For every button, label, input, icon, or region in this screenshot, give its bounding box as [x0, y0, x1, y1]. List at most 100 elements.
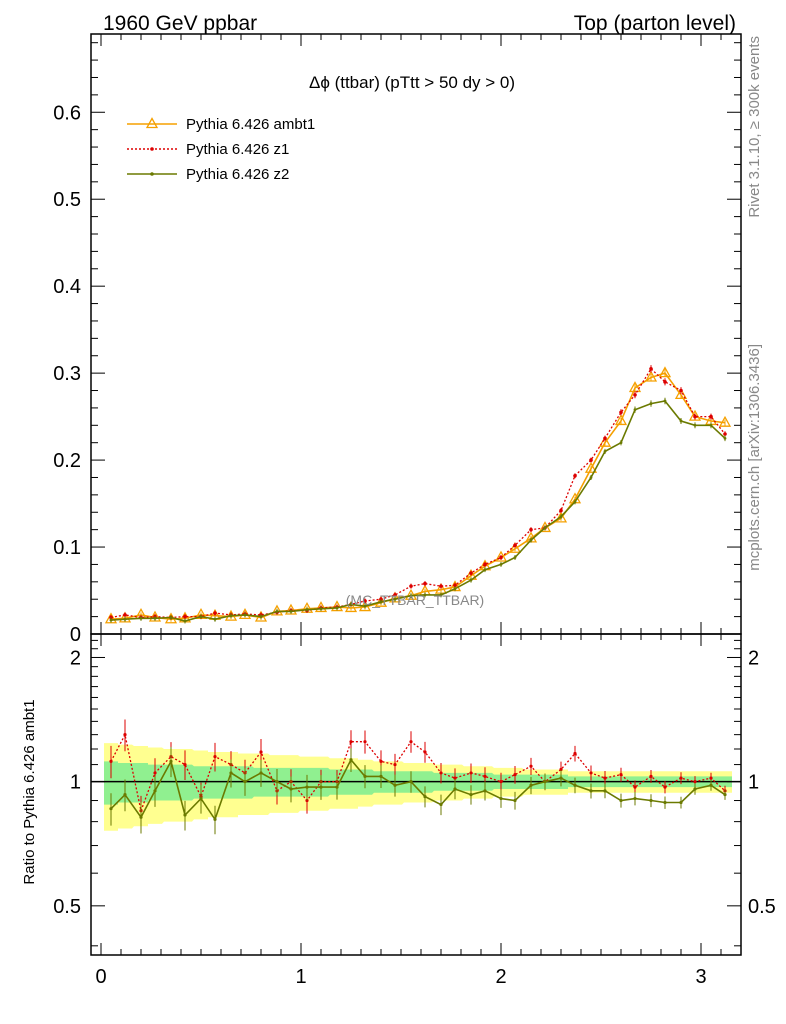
mcplots-reference: mcplots.cern.ch [arXiv:1306.3436] [746, 344, 763, 571]
data-point [183, 619, 187, 623]
ratio-point [393, 783, 397, 787]
ratio-point [559, 767, 563, 772]
x-tick-label: 1 [295, 966, 306, 988]
ratio-plot-frame [90, 633, 742, 956]
ratio-point [589, 789, 593, 793]
legend-marker [150, 147, 154, 151]
ratio-point [469, 771, 473, 775]
data-point [573, 473, 577, 478]
y-tick-label: 0.3 [53, 363, 81, 385]
data-point [619, 441, 623, 445]
y-tick-label: 0.6 [53, 102, 81, 124]
ratio-point [603, 789, 607, 793]
ratio-series-z2 [109, 746, 727, 835]
ratio-point [259, 750, 263, 754]
ratio-point [153, 789, 157, 793]
data-point [688, 409, 702, 421]
ratio-point [619, 798, 623, 803]
data-point [305, 608, 309, 612]
ratio-point [379, 759, 383, 763]
data-point [513, 543, 517, 548]
data-point [529, 538, 533, 542]
data-point [229, 614, 233, 618]
data-point [649, 402, 653, 405]
series-z1 [109, 365, 727, 620]
x-tick-label: 3 [695, 966, 706, 988]
ratio-point [183, 762, 187, 767]
legend-label: Pythia 6.426 ambt1 [186, 116, 315, 133]
ratio-point [349, 758, 353, 762]
ratio-point [199, 796, 203, 801]
ratio-point [483, 789, 487, 793]
ratio-point [453, 776, 457, 780]
data-point [363, 604, 367, 608]
data-point [423, 593, 427, 597]
data-point [508, 541, 522, 553]
ratio-point [709, 783, 713, 787]
ratio-point [663, 785, 667, 789]
ratio-point [213, 755, 217, 759]
data-point [314, 601, 328, 613]
data-point [388, 591, 402, 603]
data-point [573, 500, 577, 504]
legend-label: Pythia 6.426 z2 [186, 166, 289, 183]
data-point [709, 423, 713, 427]
data-point [483, 562, 487, 567]
ratio-point [693, 787, 697, 791]
data-point [559, 515, 563, 519]
ratio-point [603, 776, 607, 780]
ratio-plot-panel: 0 1 2 3 0.5 0.5 1 1 2 2 [53, 633, 776, 988]
ratio-point [663, 800, 667, 805]
ratio-point [633, 785, 637, 789]
legend-label: Pythia 6.426 z1 [186, 141, 289, 158]
ratio-point [393, 762, 397, 767]
legend-marker [150, 172, 154, 176]
data-point [349, 603, 353, 606]
data-point [275, 609, 279, 613]
y-tick-label: 0.1 [53, 537, 81, 559]
data-point [718, 415, 732, 427]
data-point [379, 597, 383, 602]
data-point [123, 613, 127, 617]
ratio-point [409, 740, 413, 744]
ratio-point [709, 776, 713, 780]
data-point [109, 615, 113, 620]
data-point [439, 584, 443, 588]
ratio-point [349, 740, 353, 744]
data-point [679, 388, 683, 393]
ratio-point [453, 787, 457, 791]
ratio-point [679, 800, 683, 805]
ratio-point [243, 780, 247, 784]
data-point [393, 593, 397, 597]
data-point [453, 587, 457, 591]
x-tick-label: 0 [95, 966, 106, 988]
series-z2 [109, 397, 727, 624]
ratio-point [363, 774, 367, 778]
data-point [658, 366, 672, 378]
ratio-y-tick-label-right: 1 [748, 772, 759, 794]
data-point [330, 600, 344, 612]
ratio-point [275, 780, 279, 784]
ratio-point [499, 780, 503, 784]
data-point [723, 436, 727, 440]
data-point [439, 593, 443, 597]
ratio-point [259, 771, 263, 775]
y-tick-label: 0.4 [53, 276, 81, 298]
data-point [344, 601, 358, 613]
rivet-version-note: Rivet 3.1.10, ≥ 300k events [746, 36, 763, 218]
data-point [633, 408, 637, 412]
ratio-point [649, 774, 653, 778]
data-point [199, 615, 203, 619]
ratio-point [529, 783, 533, 787]
ratio-point [123, 793, 127, 797]
ratio-point [573, 751, 577, 756]
ratio-point [213, 817, 217, 822]
ratio-point [679, 776, 683, 780]
ratio-point [379, 774, 383, 778]
data-point [603, 449, 607, 453]
data-point [663, 399, 667, 403]
ratio-point [619, 773, 623, 777]
ratio-point [513, 773, 517, 777]
